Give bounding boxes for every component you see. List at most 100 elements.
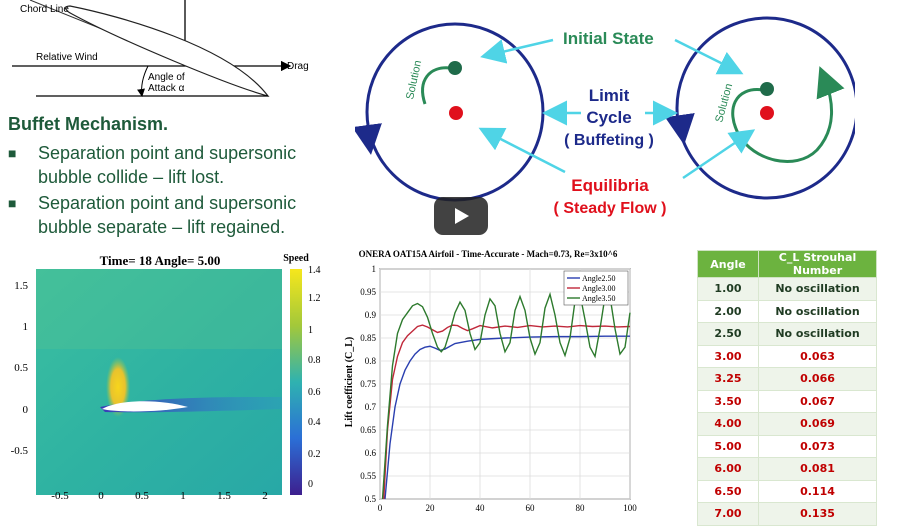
angle-cell: 3.50: [697, 389, 759, 413]
table-row: 4.00 0.069: [697, 412, 877, 436]
y-tick-label: 0.8: [365, 356, 377, 366]
y-tick-label: 0.6: [365, 448, 377, 458]
angle-label-line2: Attack α: [148, 83, 185, 94]
right-initial-state-dot: [760, 82, 774, 96]
table-row: 6.00 0.081: [697, 457, 877, 481]
left-solution-label: Solution: [404, 59, 424, 100]
supersonic-bubble: [106, 357, 130, 417]
x-tick-label: -0.5: [51, 490, 69, 502]
angle-cell: 5.00: [697, 434, 759, 458]
buffet-heading: Buffet Mechanism.: [8, 114, 169, 134]
flow-title: Time= 18 Angle= 5.00: [100, 253, 221, 268]
limit-cycle-label-3: ( Buffeting ): [564, 132, 654, 149]
angle-cell: 4.00: [697, 412, 759, 436]
lift-coefficient-chart: ONERA OAT15A Airfoil - Time-Accurate - M…: [344, 249, 637, 513]
y-tick-label: 1.5: [14, 280, 28, 292]
colorbar-label: Speed: [283, 253, 309, 264]
y-tick-label: 0.85: [360, 333, 376, 343]
x-tick-label: 0.5: [135, 490, 149, 502]
strouhal-cell: 0.114: [758, 479, 877, 503]
angle-label-line1: Angle of: [148, 72, 185, 83]
column-header-strouhal: C_L Strouhal Number: [758, 250, 877, 278]
chart-title: ONERA OAT15A Airfoil - Time-Accurate - M…: [359, 249, 618, 259]
buffet-mechanism-text: Buffet Mechanism. ■ Separation point and…: [8, 114, 338, 241]
bullet-line: Separation point and supersonic: [38, 143, 297, 163]
y-tick-label: 0.95: [360, 287, 376, 297]
angle-cell: 6.00: [697, 457, 759, 481]
drag-label: Drag: [287, 61, 309, 72]
x-tick-label: 0: [378, 503, 383, 513]
y-tick-label: 1: [372, 264, 377, 274]
airfoil-section: [102, 401, 188, 412]
bullet-text: Separation point and supersonic bubble se…: [38, 191, 296, 239]
table-row: 3.25 0.066: [697, 367, 877, 391]
strouhal-cell: 0.135: [758, 502, 877, 526]
y-tick-label: 0.5: [365, 494, 377, 504]
colorbar: [290, 269, 302, 495]
y-axis-label: Lift coefficient (C_L): [344, 337, 355, 428]
flow-contour-area: [36, 269, 282, 495]
angle-cell: 6.50: [697, 479, 759, 503]
play-button[interactable]: [434, 197, 488, 235]
arrow-initial-left: [480, 38, 554, 64]
table-header-row: Angle C_L Strouhal Number: [697, 250, 877, 278]
arrow-equilibria-right: [682, 129, 756, 180]
y-tick-label: 0.65: [360, 425, 376, 435]
bullet-square-icon: ■: [8, 195, 17, 211]
chord-line-label: Chord Line: [20, 4, 69, 15]
table-row: 3.50 0.067: [697, 389, 877, 413]
table-row: 6.50 0.114: [697, 479, 877, 503]
y-tick-label: 0.5: [14, 362, 28, 374]
colorbar-tick: 1: [308, 325, 313, 336]
right-equilibrium-dot: [760, 106, 774, 120]
y-tick-label: 0.75: [360, 379, 376, 389]
strouhal-cell: 0.073: [758, 434, 877, 458]
colorbar-tick: 0: [308, 479, 313, 490]
angle-cell: 3.00: [697, 344, 759, 368]
strouhal-cell: 0.066: [758, 367, 877, 391]
angle-cell: 3.25: [697, 367, 759, 391]
play-icon: [455, 208, 469, 224]
x-tick-label: 20: [426, 503, 436, 513]
steady-flow-label: ( Steady Flow ): [554, 200, 667, 217]
relative-wind-label: Relative Wind: [36, 52, 98, 63]
column-header-angle: Angle: [697, 250, 759, 278]
colorbar-tick: 0.4: [308, 417, 321, 428]
limit-cycle-label-1: Limit: [589, 86, 630, 105]
x-tick-label: 0: [98, 490, 104, 502]
strouhal-cell: No oscillation: [758, 299, 877, 323]
bullet-line: bubble separate – lift regained.: [38, 217, 286, 237]
table-row: 2.50 No oscillation: [697, 322, 877, 346]
table-body: 1.00 No oscillation 2.00 No oscillation 2.50…: [697, 277, 877, 526]
flow-field-plot: Time= 18 Angle= 5.00 Speed 1.5 1 0.5 0 -…: [0, 247, 340, 517]
strouhal-table-container: Angle C_L Strouhal Number 1.00 No oscilla…: [697, 250, 877, 526]
limit-cycle-label-2: Cycle: [586, 108, 631, 127]
series-line-angle3-50: [381, 291, 631, 500]
table-row: 2.00 No oscillation: [697, 299, 877, 323]
x-tick-label: 80: [576, 503, 586, 513]
legend-entry: Angle2.50: [582, 274, 616, 283]
y-tick-label: 0: [23, 404, 29, 416]
angle-cell: 7.00: [697, 502, 759, 526]
colorbar-tick: 0.6: [308, 387, 321, 398]
strouhal-table: Angle C_L Strouhal Number 1.00 No oscilla…: [697, 250, 877, 526]
left-equilibrium-dot: [449, 106, 463, 120]
left-cycle-arrowhead: [355, 123, 382, 155]
left-solution-path: [421, 66, 451, 105]
strouhal-cell: No oscillation: [758, 322, 877, 346]
angle-cell: 1.00: [697, 277, 759, 301]
bullet-line: Separation point and supersonic: [38, 193, 297, 213]
limit-cycle-diagram: Solution Solution Initial State Limit Cy…: [355, 16, 855, 217]
strouhal-cell: 0.081: [758, 457, 877, 481]
strouhal-cell: 0.069: [758, 412, 877, 436]
legend-entry: Angle3.00: [582, 284, 616, 293]
colorbar-tick: 0.2: [308, 449, 321, 460]
bullet-square-icon: ■: [8, 145, 17, 161]
series-line-angle3-00: [383, 324, 631, 500]
colorbar-tick: 0.8: [308, 355, 321, 366]
x-tick-label: 2: [262, 490, 268, 502]
x-tick-label: 1: [180, 490, 186, 502]
strouhal-cell: No oscillation: [758, 277, 877, 301]
equilibria-label: Equilibria: [571, 176, 649, 195]
bullet-line: bubble collide – lift lost.: [38, 167, 225, 187]
